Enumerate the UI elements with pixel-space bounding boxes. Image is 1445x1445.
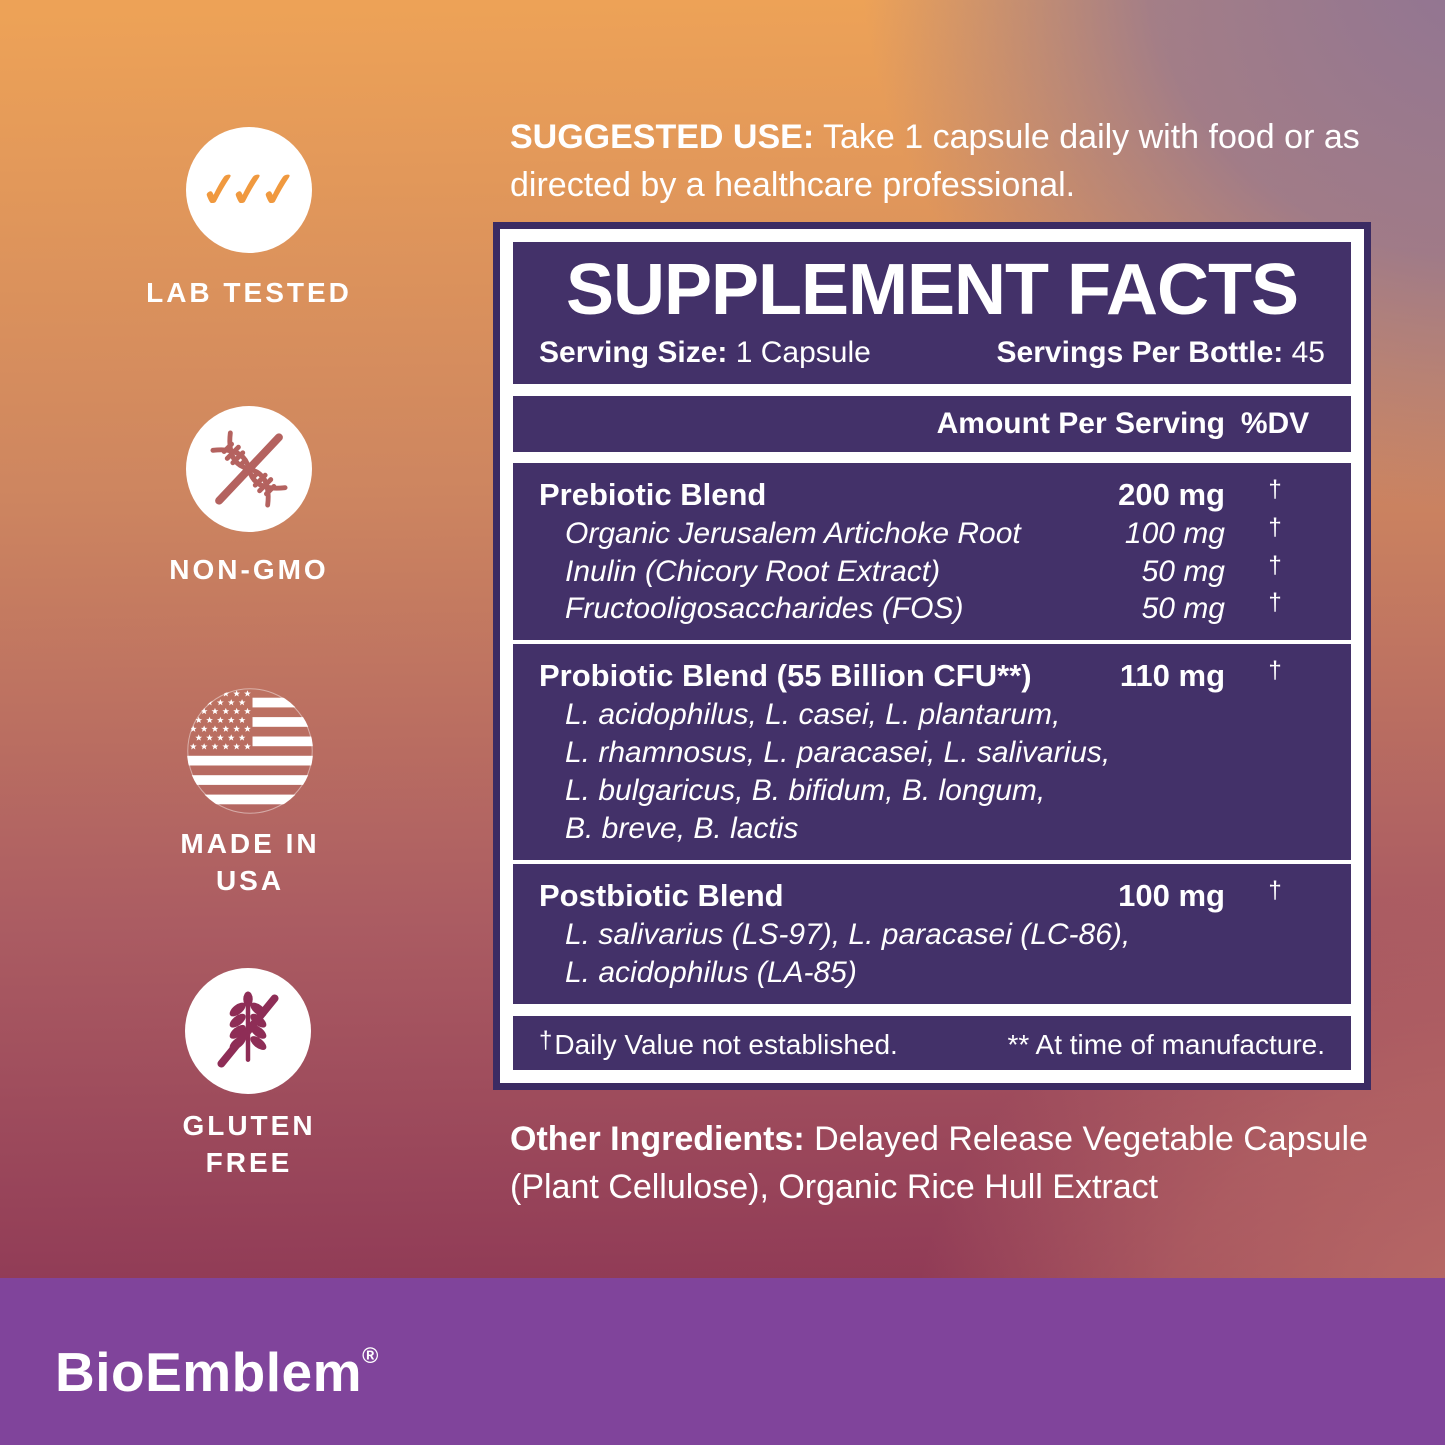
gluten-free-label-line2: FREE <box>205 1147 293 1178</box>
dv-header: %DV <box>1240 407 1310 440</box>
ingredient-row: Probiotic Blend (55 Billion CFU**) 110 m… <box>539 657 1282 694</box>
suggested-use-label: SUGGESTED USE: <box>510 118 815 156</box>
divider <box>513 1004 1351 1017</box>
ingredient-row: Inulin (Chicory Root Extract) 50 mg † <box>565 551 1282 588</box>
lab-tested-label: LAB TESTED <box>146 277 352 308</box>
serving-size: Serving Size: 1 Capsule <box>539 336 871 369</box>
divider <box>513 640 1351 645</box>
brand-logo: BioEmblem® <box>55 1340 379 1404</box>
non-gmo-badge <box>186 406 312 532</box>
wheat-crossed-icon <box>217 991 279 1068</box>
other-ingredients: Other Ingredients: Delayed Release Veget… <box>510 1115 1390 1211</box>
strain-list-line: L. acidophilus, L. casei, L. plantarum, <box>565 697 1061 731</box>
section-prebiotic-blend: Prebiotic Blend 200 mg † Organic Jerusal… <box>513 463 1351 628</box>
made-in-usa-label-line1: MADE IN <box>180 828 320 859</box>
dagger: † <box>1268 877 1282 905</box>
ingredient-row: Fructooligosaccharides (FOS) 50 mg † <box>565 589 1282 626</box>
other-ingredients-label: Other Ingredients: <box>510 1120 805 1158</box>
registered-mark: ® <box>362 1343 379 1368</box>
strain-list-line: L. bulgaricus, B. bifidum, B. longum, <box>565 774 1046 808</box>
ingredient-row: Organic Jerusalem Artichoke Root 100 mg … <box>565 513 1282 550</box>
dagger: † <box>1268 657 1282 685</box>
ingredient-row: Postbiotic Blend 100 mg † <box>539 877 1282 914</box>
triple-check-icon: ✓ ✓ ✓ <box>197 161 301 218</box>
column-header-row: Amount Per Serving %DV <box>513 396 1351 452</box>
section-probiotic-blend: Probiotic Blend (55 Billion CFU**) 110 m… <box>513 644 1351 848</box>
suggested-use: SUGGESTED USE: Take 1 capsule daily with… <box>510 113 1390 209</box>
supplement-facts-panel: SUPPLEMENT FACTS Serving Size: 1 Capsule… <box>493 222 1371 1090</box>
strain-list-line: L. rhamnosus, L. paracasei, L. salivariu… <box>565 735 1111 769</box>
dagger: † <box>1268 589 1282 617</box>
dna-crossed-icon <box>210 430 288 508</box>
divider <box>513 860 1351 865</box>
serving-row: Serving Size: 1 Capsule Servings Per Bot… <box>513 336 1351 370</box>
servings-per-bottle: Servings Per Bottle: 45 <box>996 336 1325 369</box>
manufacture-footnote: ** At time of manufacture. <box>1007 1029 1326 1061</box>
gluten-free-badge <box>185 968 311 1094</box>
suggested-use-text: Take 1 capsule daily with food or as dir… <box>510 118 1360 204</box>
daily-value-footnote: †Daily Value not established. <box>539 1027 898 1061</box>
divider <box>513 384 1351 396</box>
usa-flag-icon <box>187 688 313 814</box>
strain-list-line: L. salivarius (LS-97), L. paracasei (LC-… <box>565 918 1131 952</box>
strain-list-line: B. breve, B. lactis <box>565 812 799 846</box>
footnote-row: †Daily Value not established. ** At time… <box>513 1016 1351 1069</box>
brand-bar <box>0 1278 1445 1445</box>
section-postbiotic-blend: Postbiotic Blend 100 mg † L. salivarius … <box>513 864 1351 992</box>
ingredient-row: Prebiotic Blend 200 mg † <box>539 476 1282 512</box>
made-in-usa-badge <box>187 688 313 814</box>
non-gmo-label: NON-GMO <box>169 554 329 585</box>
strain-list-line: L. acidophilus (LA-85) <box>565 956 857 990</box>
gluten-free-label-line1: GLUTEN <box>182 1110 316 1141</box>
made-in-usa-label-line2: USA <box>215 865 285 896</box>
panel-title: SUPPLEMENT FACTS <box>565 250 1299 330</box>
brand-name: BioEmblem <box>55 1341 363 1403</box>
dagger: † <box>539 1027 553 1055</box>
dagger: † <box>1268 551 1282 579</box>
lab-tested-badge: ✓ ✓ ✓ <box>186 127 312 253</box>
divider <box>513 452 1351 463</box>
dagger: † <box>1268 476 1282 503</box>
amount-per-serving-header: Amount Per Serving <box>936 407 1225 440</box>
dagger: † <box>1268 513 1282 541</box>
other-ingredients-text: Delayed Release Vegetable Capsule (Plant… <box>510 1120 1368 1206</box>
